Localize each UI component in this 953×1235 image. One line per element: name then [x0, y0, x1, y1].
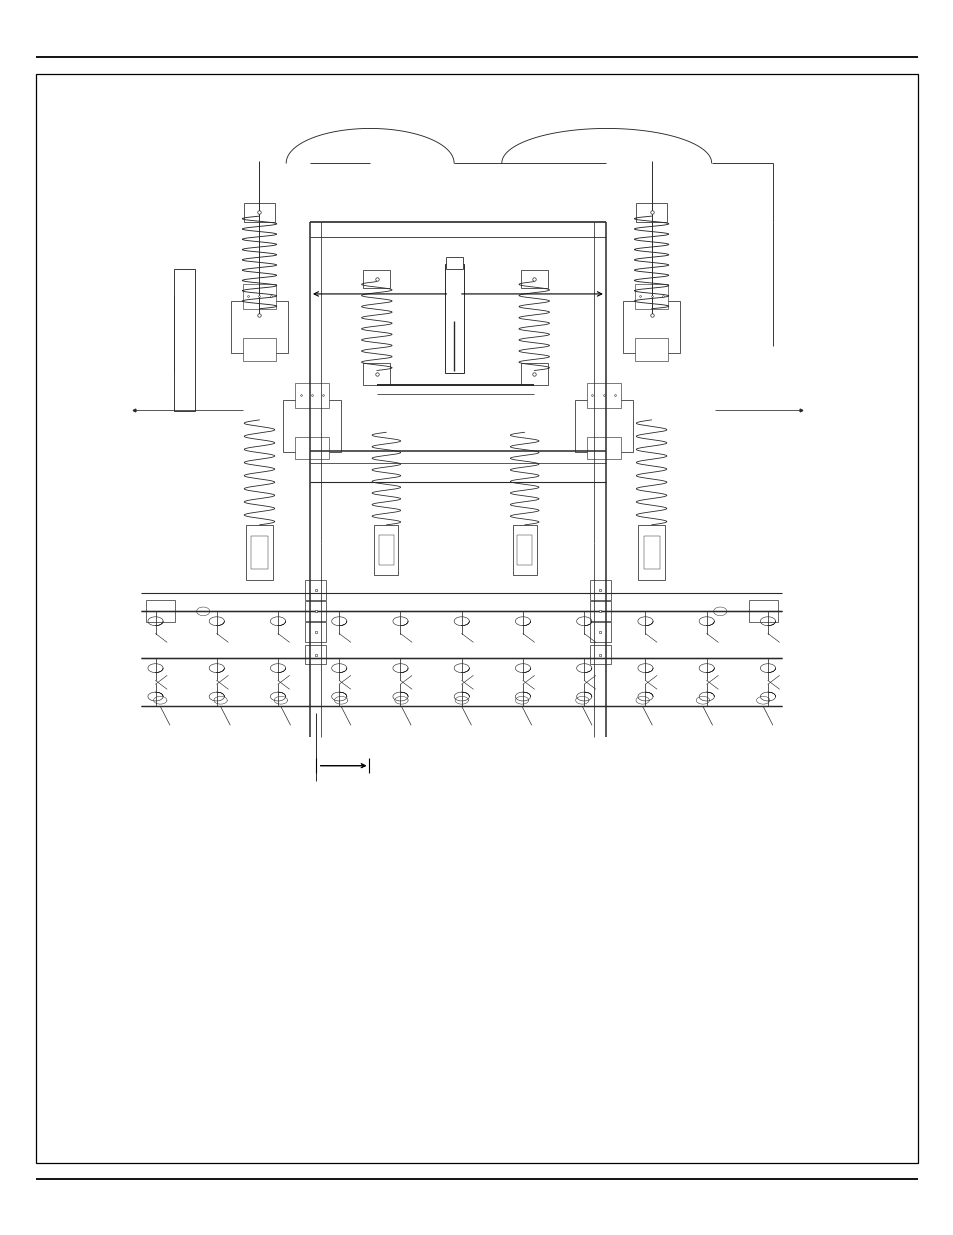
Bar	[295, 383, 328, 408]
Bar	[635, 284, 668, 309]
Bar	[173, 269, 194, 410]
Bar	[36, 74, 917, 1163]
Bar	[635, 338, 668, 361]
Bar	[636, 203, 666, 222]
Bar	[589, 645, 610, 664]
Bar	[748, 600, 777, 622]
Bar	[575, 400, 632, 452]
Bar	[517, 535, 532, 564]
Bar	[512, 525, 537, 576]
Bar	[363, 363, 390, 385]
Bar	[378, 535, 394, 564]
Bar	[587, 437, 620, 459]
Bar	[244, 203, 274, 222]
Bar	[589, 580, 610, 600]
Bar	[622, 301, 679, 353]
Bar	[445, 257, 462, 269]
Bar	[283, 400, 340, 452]
Bar	[231, 301, 288, 353]
Bar	[444, 264, 463, 373]
Bar	[295, 437, 328, 459]
Bar	[244, 303, 274, 327]
Bar	[374, 525, 398, 576]
Bar	[638, 525, 664, 580]
Bar	[636, 303, 666, 327]
Bar	[305, 580, 326, 600]
Bar	[589, 601, 610, 621]
Bar	[242, 338, 275, 361]
Bar	[643, 536, 659, 569]
Bar	[146, 600, 174, 622]
Bar	[305, 622, 326, 642]
Bar	[520, 363, 547, 385]
Bar	[242, 284, 275, 309]
Bar	[252, 536, 267, 569]
Bar	[520, 270, 547, 288]
Bar	[305, 645, 326, 664]
Bar	[587, 383, 620, 408]
Bar	[305, 601, 326, 621]
Bar	[589, 622, 610, 642]
Bar	[363, 270, 390, 288]
Bar	[246, 525, 273, 580]
